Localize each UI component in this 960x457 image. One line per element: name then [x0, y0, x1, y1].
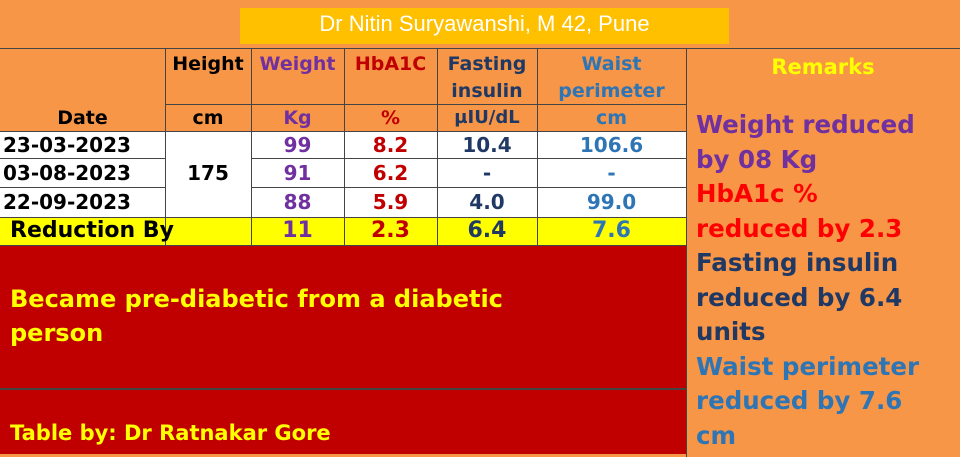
summary-line-1: Became pre-diabetic from a diabetic: [10, 285, 503, 313]
row-fasting: 4.0: [469, 190, 505, 214]
remark-fasting-line-3: units: [696, 317, 766, 346]
grid-line: [537, 48, 538, 245]
row-date: 03-08-2023: [3, 161, 131, 185]
row-waist: 106.6: [579, 133, 644, 157]
grid-line: [0, 217, 686, 218]
grid-line: [165, 104, 686, 105]
grid-line: [0, 48, 960, 49]
row-fasting: -: [482, 161, 492, 185]
remark-fasting-line-2: reduced by 6.4: [696, 282, 903, 312]
reduction-fasting: 6.4: [467, 218, 507, 243]
remark-waist-line-1: Waist perimeter: [696, 351, 920, 381]
remark-weight-line-2: by 08 Kg: [696, 144, 818, 174]
height-value: 175: [187, 161, 229, 185]
row-hba1c: 6.2: [372, 161, 409, 185]
grid-line: [0, 187, 165, 188]
remark-weight-line-1: Weight reduced: [696, 110, 915, 139]
header-weight-unit: Kg: [283, 107, 312, 129]
reduction-row-background: [0, 217, 686, 245]
remark-hba1c-line-2: reduced by 2.3: [696, 213, 903, 243]
grid-line: [0, 158, 165, 159]
header-waist: Waist: [581, 53, 642, 75]
grid-line: [0, 245, 686, 246]
row-fasting: 10.4: [462, 133, 512, 157]
data-rows-background: [0, 131, 686, 217]
row-hba1c: 5.9: [372, 190, 409, 214]
summary-line-2: person: [10, 319, 104, 347]
remarks-list: Weight reduced by 08 Kg HbA1c % reduced …: [696, 108, 958, 453]
grid-line: [251, 187, 686, 188]
row-weight: 88: [283, 190, 312, 214]
header-waist-unit: cm: [595, 107, 628, 129]
remark-waist-line-3: cm: [696, 420, 737, 450]
grid-line: [0, 131, 686, 132]
header-height: Height: [172, 53, 244, 75]
grid-line: [0, 388, 686, 390]
grid-line: [165, 48, 166, 245]
header-fasting-unit: µIU/dL: [454, 107, 520, 128]
header-fasting: Fasting: [447, 53, 527, 75]
row-date: 23-03-2023: [3, 133, 131, 157]
credit-panel: [0, 390, 686, 454]
grid-line: [437, 48, 438, 245]
row-waist: -: [607, 161, 616, 185]
header-fasting-line2: insulin: [451, 80, 523, 102]
grid-line: [251, 48, 252, 245]
header-remarks: Remarks: [771, 55, 875, 79]
row-hba1c: 8.2: [372, 133, 409, 157]
remark-fasting-line-1: Fasting insulin: [696, 248, 899, 277]
grid-line: [344, 48, 345, 245]
header-date: Date: [57, 107, 108, 129]
header-waist-line2: perimeter: [558, 80, 665, 102]
header-hba1c: HbA1C: [354, 53, 427, 75]
grid-line: [686, 48, 687, 457]
reduction-hba1c: 2.3: [371, 218, 410, 243]
reduction-waist: 7.6: [592, 218, 631, 243]
remark-hba1c-line-1: HbA1c %: [696, 179, 818, 208]
header-hba1c-unit: %: [380, 107, 401, 129]
grid-line: [251, 158, 686, 159]
row-date: 22-09-2023: [3, 190, 131, 214]
header-height-unit: cm: [192, 107, 224, 129]
page-title: Dr Nitin Suryawanshi, M 42, Pune: [319, 11, 650, 36]
remark-waist-line-2: reduced by 7.6: [696, 386, 903, 415]
row-waist: 99.0: [586, 190, 637, 214]
row-weight: 91: [283, 161, 312, 185]
row-weight: 99: [283, 133, 312, 157]
header-weight: Weight: [259, 53, 336, 75]
summary-panel: [0, 246, 686, 388]
title-bar: [240, 8, 729, 44]
reduction-label: Reduction By: [10, 218, 174, 243]
table-credit: Table by: Dr Ratnakar Gore: [10, 421, 331, 445]
reduction-weight: 11: [282, 218, 313, 243]
